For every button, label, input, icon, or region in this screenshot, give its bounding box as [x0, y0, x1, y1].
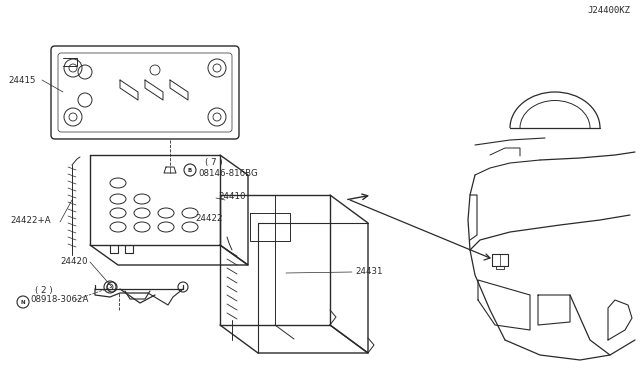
- Text: 08146-816BG: 08146-816BG: [198, 169, 258, 177]
- Text: 24415: 24415: [8, 76, 35, 84]
- Text: ( 2 ): ( 2 ): [35, 285, 52, 295]
- Text: 24410: 24410: [218, 192, 246, 201]
- Text: 24422: 24422: [195, 214, 223, 222]
- Text: J24400KZ: J24400KZ: [587, 6, 630, 15]
- Text: 24422+A: 24422+A: [10, 215, 51, 224]
- Text: 24431: 24431: [355, 267, 383, 276]
- Text: N: N: [20, 299, 26, 305]
- Text: 08918-3062A: 08918-3062A: [30, 295, 88, 305]
- Text: 24420: 24420: [60, 257, 88, 266]
- Text: B: B: [188, 167, 192, 173]
- Text: ( 7 ): ( 7 ): [205, 157, 223, 167]
